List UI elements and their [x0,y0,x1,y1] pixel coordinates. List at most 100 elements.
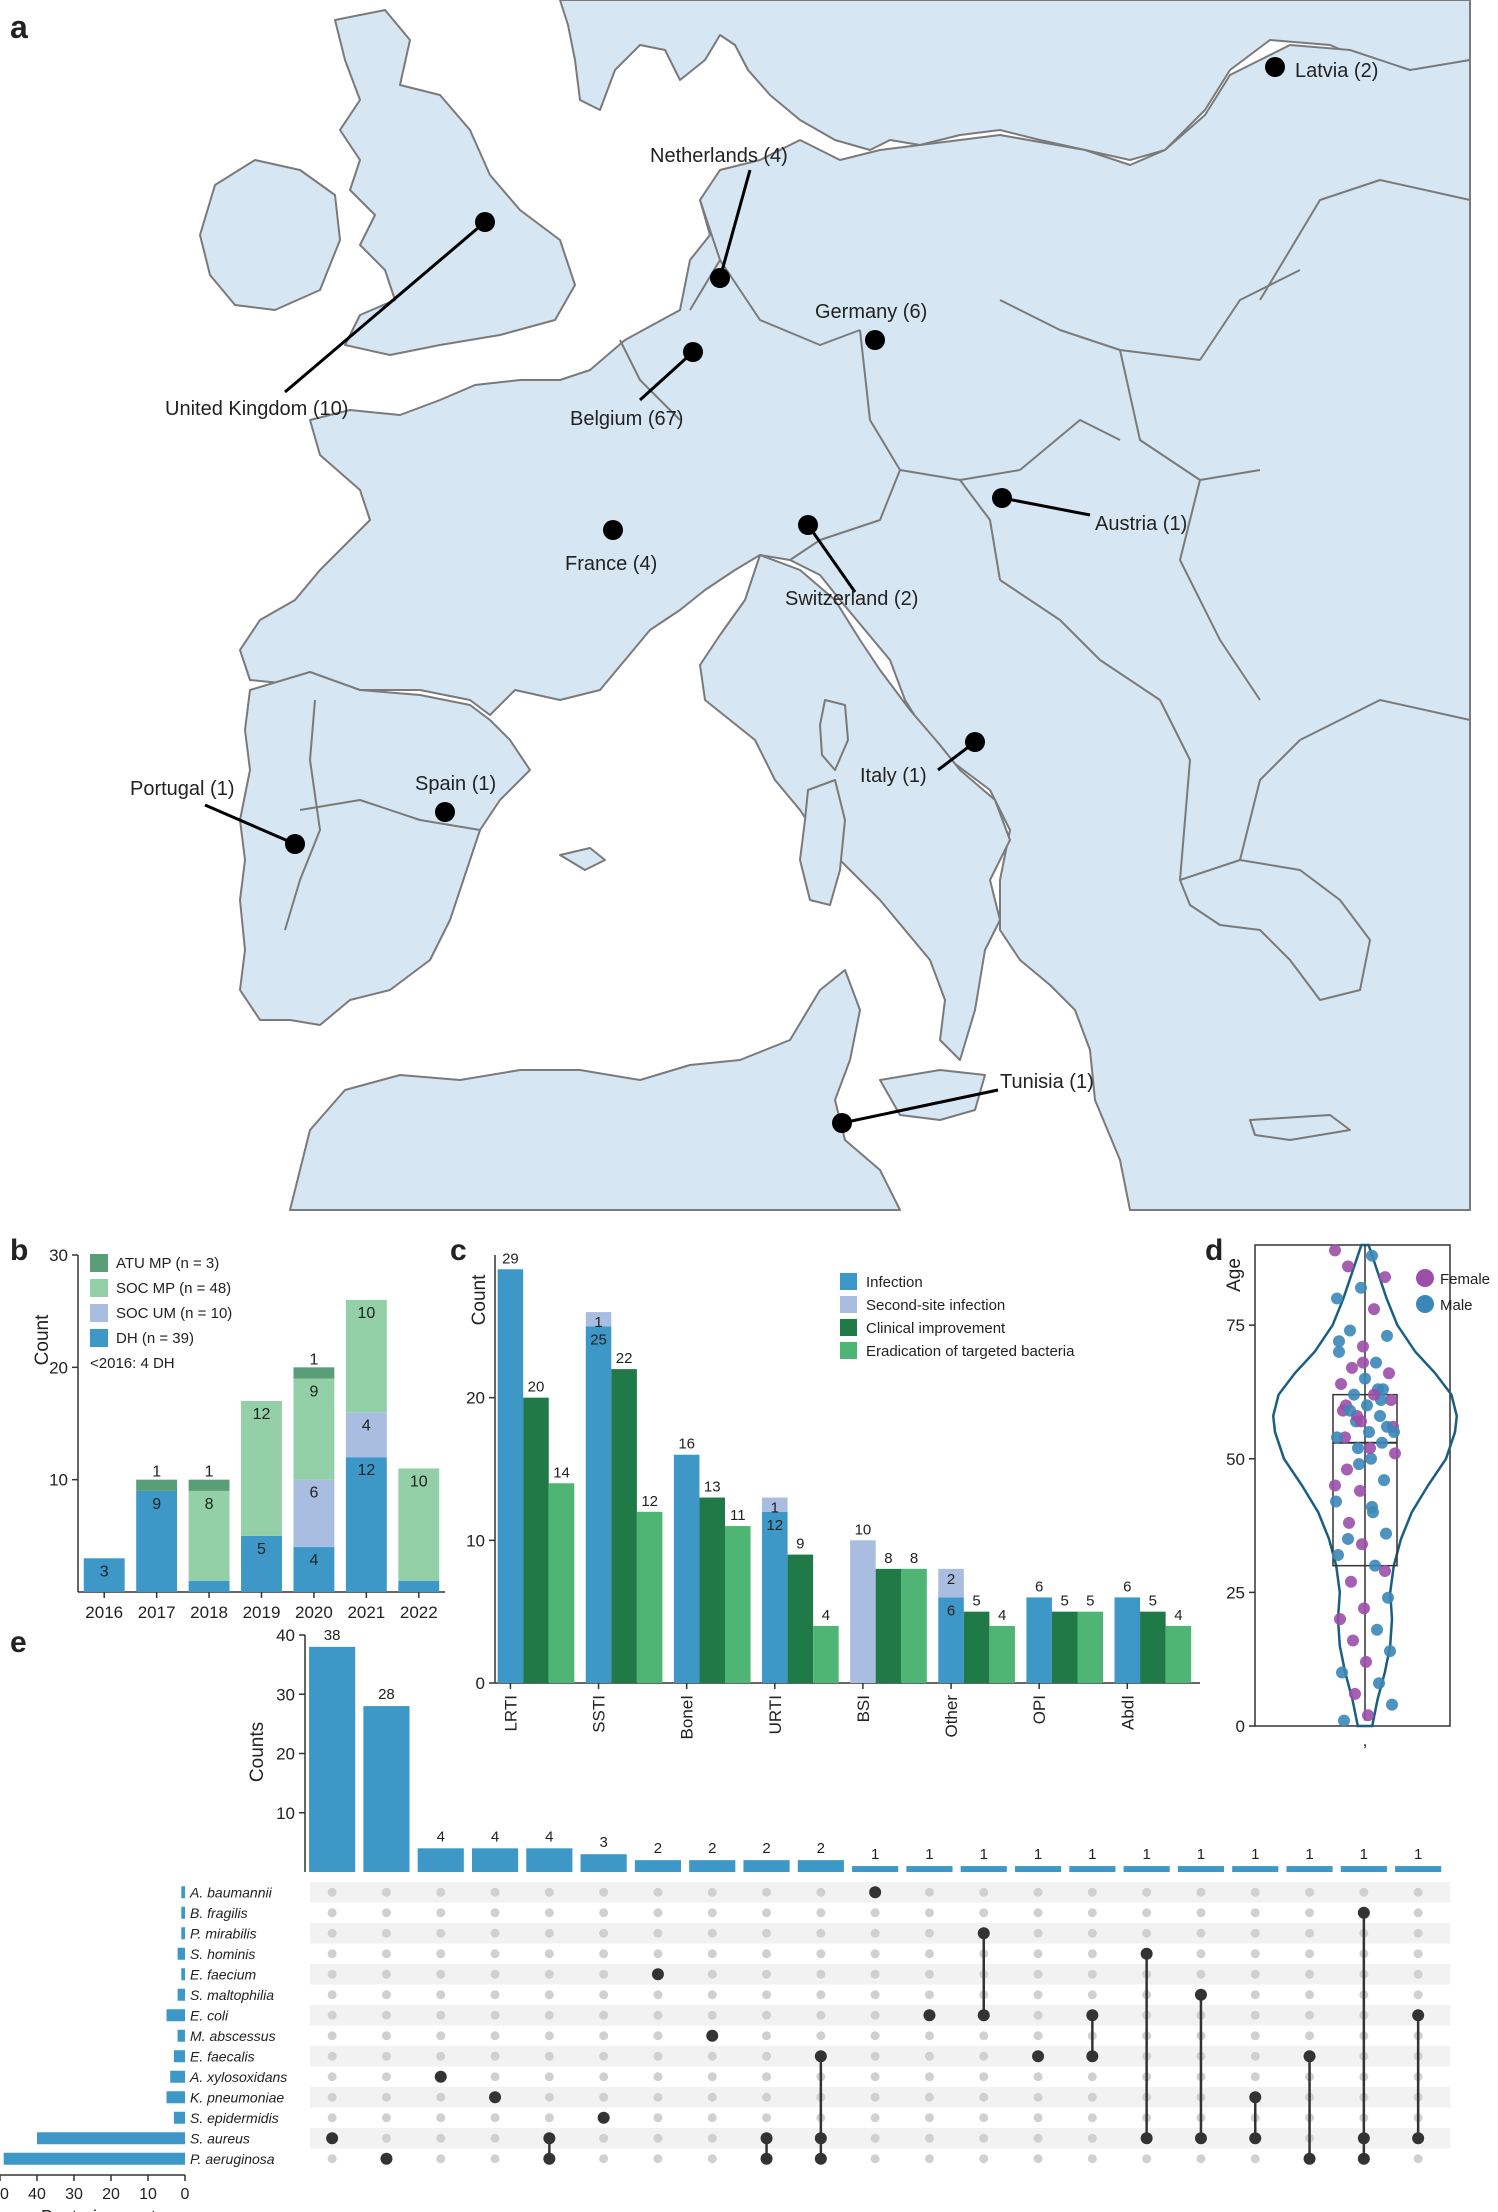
e-dot-0-12 [326,2132,339,2145]
e-dot-3-10 [489,2091,502,2104]
e-bar-2 [417,1848,464,1872]
b-bar-label-soc-mp-2019: 12 [253,1406,271,1423]
d-point-31 [1378,1474,1390,1487]
map-leader-portugal-1 [204,803,296,846]
e-dot-7-1 [707,1908,717,1918]
b-bar-dh-2019 [241,1535,282,1592]
e-set-tick-label-40: 40 [28,2186,46,2203]
e-dot-12-0 [979,1887,989,1897]
d-point-35 [1343,1516,1355,1529]
map-land-sardinia [799,779,846,906]
d-point-44 [1371,1623,1383,1636]
d-point-60 [1353,1458,1365,1471]
e-bar-label-18: 1 [1305,1846,1313,1863]
e-xlabel: Bacteria counts [41,2207,165,2212]
e-dot-12-12 [979,2133,989,2143]
b-bar-label-soc-um-2021: 4 [362,1417,371,1434]
e-dot-13-4 [1033,1969,1043,1979]
e-dot-2-9 [434,2070,447,2083]
e-bar-15 [1123,1866,1170,1872]
e-ytick-label-30: 30 [276,1685,295,1704]
e-dot-17-4 [1250,1969,1260,1979]
e-dot-13-8 [1032,2050,1045,2063]
map-marker-portugal-1 [285,834,305,854]
e-dot-3-0 [490,1887,500,1897]
d-point-12 [1346,1361,1358,1374]
d-point-47 [1360,1655,1372,1668]
e-dot-13-3 [1033,1949,1043,1959]
e-dot-10-7 [870,2031,880,2041]
panel-a: a Latvia (2) Netherlands (4) Germany (6) Un… [10,0,1471,1211]
d-frame [1254,1244,1451,1727]
e-dot-2-10 [436,2092,446,2102]
e-set-bar-a-baumannii [181,1886,185,1899]
e-bar-20 [1395,1866,1442,1872]
e-dot-13-12 [1033,2133,1043,2143]
e-dot-0-8 [327,2051,337,2061]
c-ytick-label-20: 20 [466,1389,485,1408]
c-xtick-label-bonei: BoneI [678,1695,697,1739]
b-bar-soc-mp-2022 [398,1468,440,1581]
map-marker-united-kingdom-10 [475,212,495,232]
d-point-57 [1364,1442,1376,1455]
e-dot-15-2 [1142,1928,1152,1938]
panel-label-a: a [10,9,28,45]
e-dot-5-6 [599,2010,609,2020]
e-dot-8-5 [762,1990,772,2000]
e-dot-1-2 [381,1928,391,1938]
b-bar-label-dh-2017: 9 [152,1496,161,1513]
e-dot-7-0 [707,1887,717,1897]
c-label-eradication-opi: 5 [1086,1593,1094,1610]
e-dot-16-4 [1196,1969,1206,1979]
b-bar-dh-2016 [83,1558,125,1592]
map-land-ireland [199,159,341,311]
e-set-tick-label-20: 20 [102,2186,120,2203]
map-leader-united-kingdom-10 [284,220,486,394]
c-label-eradication-bsi: 8 [910,1550,918,1567]
e-dot-15-1 [1142,1908,1152,1918]
e-dot-8-6 [762,2010,772,2020]
d-point-14 [1359,1372,1371,1385]
e-dot-11-10 [924,2092,934,2102]
e-dot-1-11 [381,2113,391,2123]
c-label-clinical-opi: 5 [1061,1593,1069,1610]
e-bar-label-1: 28 [378,1686,395,1703]
e-dot-16-3 [1196,1949,1206,1959]
e-dot-11-11 [924,2113,934,2123]
e-set-bar-s-aureus [37,2132,185,2145]
e-dot-10-3 [870,1949,880,1959]
e-dot-2-2 [436,1928,446,1938]
e-dot-13-6 [1033,2010,1043,2020]
e-dot-10-2 [870,1928,880,1938]
c-label-infection-other: 6 [947,1602,955,1619]
e-dot-10-9 [870,2072,880,2082]
b-bar-dh-2020 [293,1547,335,1592]
e-dot-11-4 [924,1969,934,1979]
e-dot-0-5 [327,1990,337,2000]
e-dot-11-13 [924,2154,934,2164]
e-dot-20-13 [1413,2154,1423,2164]
e-set-bar-s-hominis [177,1947,185,1960]
e-dot-3-3 [490,1949,500,1959]
e-dot-8-2 [762,1928,772,1938]
e-bar-label-16: 1 [1197,1846,1205,1863]
map-label-netherlands-4: Netherlands (4) [650,145,788,167]
e-dot-2-11 [436,2113,446,2123]
e-dot-11-12 [924,2133,934,2143]
map-borders [284,179,1471,931]
panel-label-e: e [10,1626,27,1659]
map-marker-spain-1 [435,802,455,822]
map-marker-france-4 [603,520,623,540]
e-bar-3 [471,1848,519,1872]
e-dot-0-6 [327,2010,337,2020]
e-dot-9-1 [816,1908,826,1918]
e-dot-6-11 [653,2113,663,2123]
e-dot-12-10 [979,2092,989,2102]
e-dot-13-11 [1033,2113,1043,2123]
e-dot-16-0 [1196,1887,1206,1897]
d-ytick-label-0: 0 [1236,1717,1245,1736]
e-dot-5-2 [599,1928,609,1938]
b-legend-swatch-atu-mp [90,1254,108,1272]
panel-d: d 0 25 50 75 Age, Female Male [1205,1234,1490,1750]
b-xtick-label-2018: 2018 [190,1603,228,1622]
